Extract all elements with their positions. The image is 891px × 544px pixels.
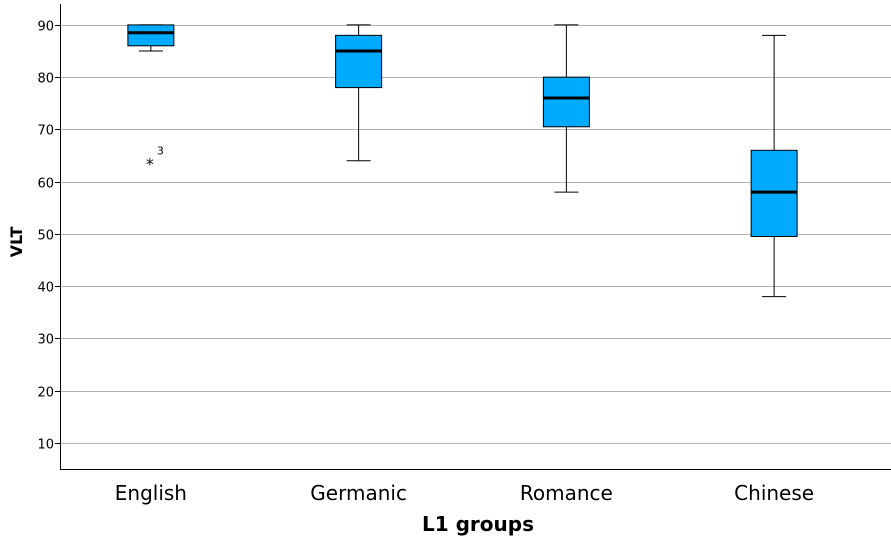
- y-tick-label: 90: [37, 20, 54, 35]
- x-tick-label: Romance: [520, 481, 613, 505]
- box-english: [127, 24, 175, 52]
- y-tick-label: 60: [37, 177, 54, 192]
- outlier-label: 3: [157, 145, 164, 158]
- y-tick-label: 20: [37, 386, 54, 401]
- y-tick-label: 40: [37, 281, 54, 296]
- y-tick-label: 50: [37, 229, 54, 244]
- y-axis-label: VLT: [7, 226, 26, 257]
- boxes: [127, 24, 798, 298]
- box-romance: [542, 24, 590, 193]
- box-iqr: [335, 34, 383, 89]
- y-ticks: 10 20 30 40 50 60 70 80 90: [37, 20, 60, 453]
- box-chinese: [750, 34, 798, 298]
- x-tick-label: Chinese: [734, 481, 814, 505]
- x-categories: English Germanic Romance Chinese: [115, 481, 814, 505]
- gridlines: [60, 25, 891, 444]
- y-tick-label: 80: [37, 72, 54, 87]
- box-iqr: [127, 24, 175, 47]
- box-germanic: [335, 24, 383, 162]
- outlier-marker: *: [146, 155, 154, 174]
- outliers: *3: [146, 145, 164, 174]
- box-iqr: [542, 76, 590, 128]
- y-tick-label: 30: [37, 333, 54, 348]
- x-axis-label: L1 groups: [422, 512, 534, 536]
- x-tick-label: English: [115, 481, 187, 505]
- x-tick-label: Germanic: [310, 481, 407, 505]
- y-tick-label: 10: [37, 438, 54, 453]
- axes: [60, 4, 891, 470]
- y-tick-label: 70: [37, 124, 54, 139]
